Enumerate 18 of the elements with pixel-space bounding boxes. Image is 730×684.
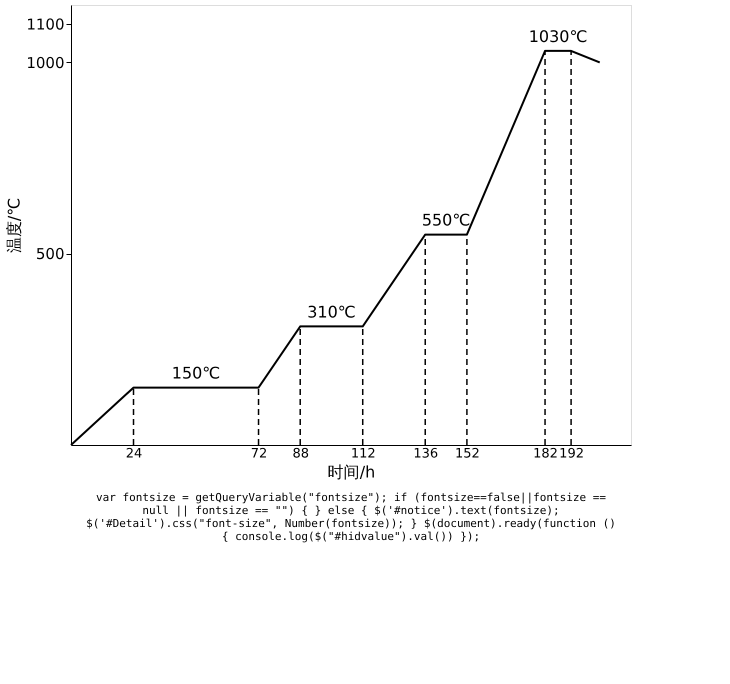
y-axis-title: 温度/℃	[4, 198, 24, 254]
x-tick-label: 182	[533, 446, 558, 462]
text: var fontsize = getQueryVariable("fontsize"); if (fontsize==false||fontsize == null || fontsize == "") { } else { $('#notice').text(fontsize); $('#Detail').css("font-size", Number(fontsize)); } $(document).ready(function () { console.log($("#hidvalue").val()) });	[86, 491, 616, 543]
x-tick-label: 88	[292, 446, 309, 462]
x-tick-label: 24	[126, 446, 142, 462]
annotation: 550℃	[422, 210, 470, 230]
x-tick-label: 72	[250, 446, 268, 462]
annotation: 310℃	[307, 302, 356, 322]
y-tick-label: 500	[36, 245, 64, 264]
annotation: 150℃	[172, 364, 220, 383]
x-axis-title: 时间/h	[328, 462, 376, 482]
x-tick-label: 112	[350, 446, 376, 462]
x-tick-label: 136	[413, 446, 438, 462]
y-tick-label: 1100	[26, 16, 64, 34]
y-tick-label: 1000	[26, 54, 64, 72]
x-tick-label: 192	[559, 446, 584, 462]
annotation: 1030℃	[528, 26, 588, 46]
x-tick-label: 152	[454, 446, 480, 462]
